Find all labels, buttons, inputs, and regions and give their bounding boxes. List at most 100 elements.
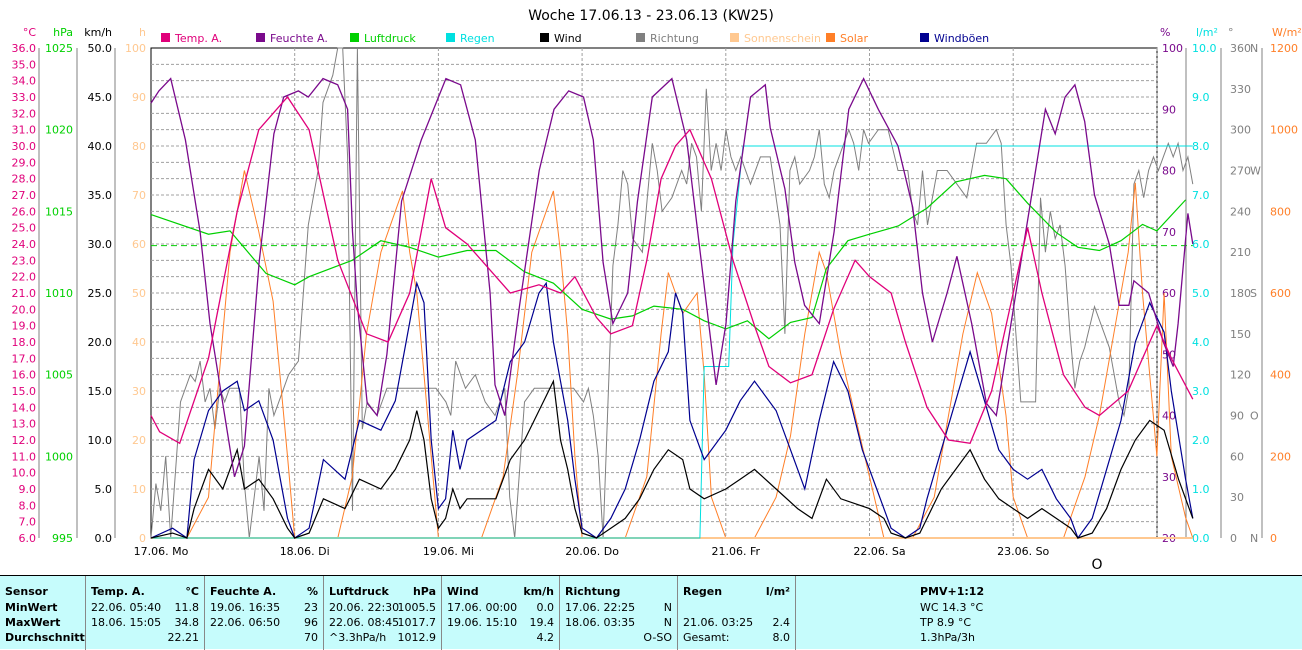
axis-compass-label: O: [1250, 410, 1259, 423]
axis-unit-direction: °: [1228, 26, 1234, 39]
stats-pressure-min-value: 1005.5: [397, 601, 437, 614]
chart-legend: Temp. A. Feuchte A. Luftdruck Regen Wind Rich…: [161, 32, 989, 45]
axis-tick-pressure: 1020: [45, 124, 73, 137]
stats-direction-max-value: N: [663, 616, 672, 629]
axis-tick-rain: 4.0: [1192, 336, 1210, 349]
axis-tick-solar: 400: [1270, 369, 1291, 382]
stats-humidity-max-date: 22.06. 06:50: [210, 616, 281, 629]
axis-tick-direction: 90: [1230, 410, 1244, 423]
legend-label: Luftdruck: [364, 32, 416, 45]
axis-tick-humidity: 90: [1162, 103, 1176, 116]
stats-direction-header: Richtung: [565, 585, 621, 598]
chart-title: Woche 17.06.13 - 23.06.13 (KW25): [528, 8, 774, 24]
stats-pmv-pressure-trend: 1.3hPa/3h: [920, 631, 976, 644]
legend-swatch: [826, 33, 835, 42]
legend-label: Temp. A.: [174, 32, 222, 45]
axis-compass-label: N: [1250, 42, 1258, 55]
legend-swatch: [730, 33, 739, 42]
x-tick-label: 23.06. So: [997, 545, 1049, 558]
stats-col-rain: Regen l/m² 21.06. 03:25 2.4 Gesamt: 8.0: [678, 576, 796, 650]
axis-unit-humidity: %: [1160, 26, 1170, 39]
axis-tick-temp: 14.0: [12, 401, 37, 414]
axis-tick-wind: 20.0: [88, 336, 113, 349]
axis-tick-temp: 18.0: [12, 336, 37, 349]
axis-tick-temp: 11.0: [12, 450, 37, 463]
stats-rain-unit: l/m²: [765, 585, 790, 598]
stats-pressure-header: Luftdruck: [329, 585, 389, 598]
left-axes: °C 36.0 35.0 34.0 33.0 32.0 31.0 30.0 29.0 28.0 27…: [12, 26, 147, 545]
axis-tick-temp: 27.0: [12, 189, 37, 202]
x-tick-label: 19.06. Mi: [423, 545, 474, 558]
axis-tick-temp: 12.0: [12, 434, 37, 447]
stats-humidity-avg-value: 70: [304, 631, 318, 644]
stats-wind-min-value: 0.0: [536, 601, 555, 614]
stats-col-pressure: Luftdruck hPa 20.06. 22:30 1005.5 22.06. 0…: [324, 576, 442, 650]
stats-wind-max-value: 19.4: [529, 616, 555, 629]
stats-humidity-max-value: 96: [304, 616, 318, 629]
stats-temp-min-value: 11.8: [174, 601, 200, 614]
stats-wind-min-date: 17.06. 00:00: [447, 601, 518, 614]
axis-tick-temp: 22.0: [12, 271, 37, 284]
legend-swatch: [350, 33, 359, 42]
axis-tick-rain: 1.0: [1192, 483, 1210, 496]
stats-temp-header: Temp. A.: [91, 585, 145, 598]
axis-tick-sunshine: 10: [132, 483, 146, 496]
axis-tick-direction: 120: [1230, 369, 1251, 382]
axis-tick-temp: 26.0: [12, 205, 37, 218]
axis-tick-solar: 1200: [1270, 42, 1298, 55]
axis-tick-rain: 2.0: [1192, 434, 1210, 447]
axis-compass-label: W: [1250, 165, 1261, 178]
stats-direction-min-value: N: [663, 601, 672, 614]
x-tick-label: 17.06. Mo: [134, 545, 189, 558]
axis-tick-solar: 600: [1270, 287, 1291, 300]
series-temp: [150, 95, 1194, 445]
legend-label: Richtung: [650, 32, 699, 45]
stats-humidity-min-date: 19.06. 16:35: [210, 601, 281, 614]
stats-pmv-header: PMV+1:12: [920, 585, 985, 598]
axis-tick-direction: 270: [1230, 165, 1251, 178]
axis-tick-solar: 1000: [1270, 124, 1298, 137]
stats-rain-header: Regen: [683, 585, 723, 598]
axis-tick-sunshine: 50: [132, 287, 146, 300]
stats-wind-max-date: 19.06. 15:10: [447, 616, 518, 629]
stats-rain-total-value: 8.0: [772, 631, 791, 644]
axis-tick-temp: 35.0: [12, 58, 37, 71]
axis-unit-rain: l/m²: [1196, 26, 1218, 39]
axis-tick-temp: 23.0: [12, 254, 37, 267]
axis-tick-direction: 360: [1230, 42, 1251, 55]
legend-swatch: [636, 33, 645, 42]
axis-tick-temp: 30.0: [12, 140, 37, 153]
stats-humidity-min-value: 23: [304, 601, 318, 614]
axis-tick-direction: 180: [1230, 287, 1251, 300]
axis-tick-sunshine: 90: [132, 91, 146, 104]
axis-tick-temp: 9.0: [19, 483, 37, 496]
axis-tick-temp: 13.0: [12, 418, 37, 431]
axis-tick-sunshine: 70: [132, 189, 146, 202]
axis-tick-wind: 10.0: [88, 434, 113, 447]
axis-tick-sunshine: 20: [132, 434, 146, 447]
axis-tick-temp: 8.0: [19, 499, 37, 512]
axis-tick-temp: 7.0: [19, 516, 37, 529]
stats-wind-header: Wind: [447, 585, 479, 598]
axis-tick-sunshine: 60: [132, 238, 146, 251]
plot-area: [150, 47, 1194, 540]
axis-tick-humidity: 60: [1162, 287, 1176, 300]
legend-swatch: [256, 33, 265, 42]
series-wind: [150, 379, 1194, 539]
axis-tick-temp: 19.0: [12, 320, 37, 333]
axis-unit-solar: W/m²: [1272, 26, 1302, 39]
axis-tick-pressure: 1000: [45, 450, 73, 463]
legend-swatch: [540, 33, 549, 42]
current-marker: O: [1091, 557, 1102, 573]
stats-wind-unit: km/h: [523, 585, 554, 598]
stats-humidity-unit: %: [306, 585, 318, 598]
axis-tick-sunshine: 30: [132, 385, 146, 398]
stats-temp-max-date: 18.06. 15:05: [91, 616, 162, 629]
axis-tick-sunshine: 100: [125, 42, 146, 55]
axis-tick-temp: 6.0: [19, 532, 37, 545]
stats-wind-avg-value: 4.2: [536, 631, 555, 644]
axis-tick-direction: 300: [1230, 124, 1251, 137]
axis-tick-humidity: 30: [1162, 471, 1176, 484]
axis-tick-direction: 150: [1230, 328, 1251, 341]
stats-pressure-max-value: 1017.7: [397, 616, 437, 629]
